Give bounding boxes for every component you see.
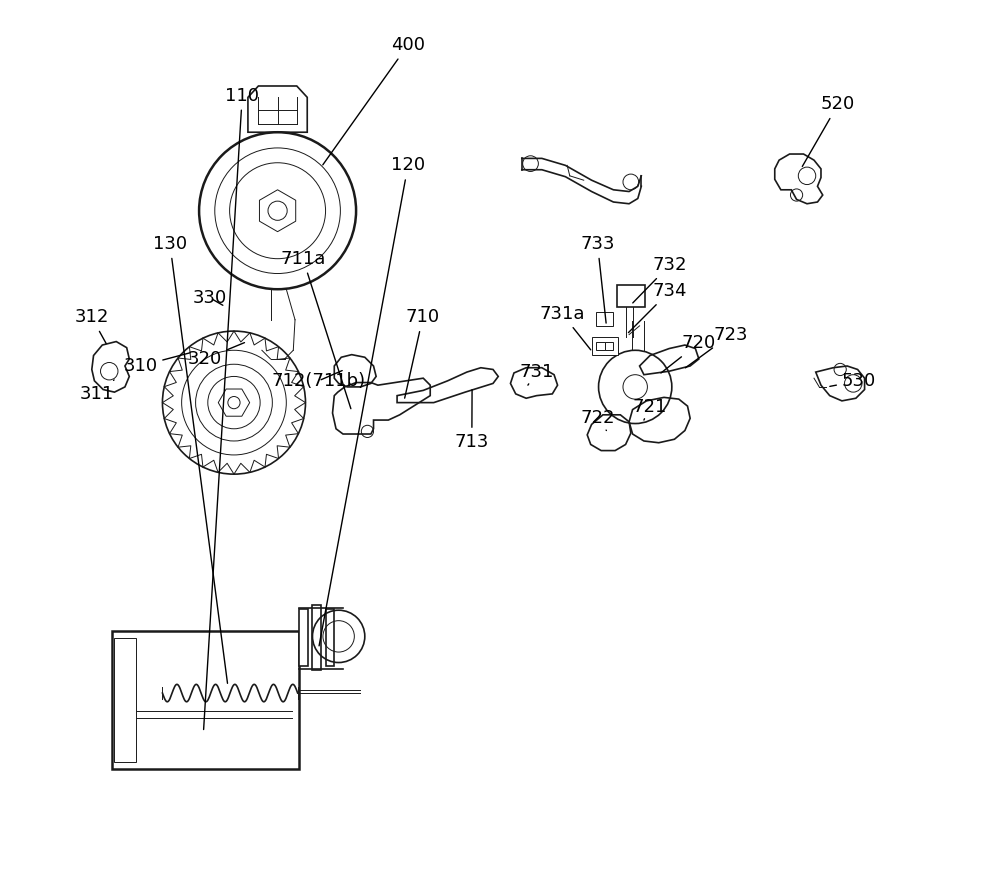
Text: 520: 520 (802, 95, 855, 166)
Text: 731a: 731a (539, 304, 591, 350)
Bar (114, 638, 136, 762)
Text: 721: 721 (633, 398, 667, 420)
Bar (596, 341, 605, 350)
Text: 330: 330 (193, 289, 227, 307)
Text: 400: 400 (323, 36, 425, 164)
Text: 711a: 711a (280, 249, 351, 409)
Text: 722: 722 (580, 410, 615, 430)
Text: 110: 110 (204, 87, 259, 730)
Text: 320: 320 (188, 343, 244, 368)
Text: 731: 731 (519, 363, 554, 385)
Text: 130: 130 (153, 234, 228, 683)
Bar (299, 609, 308, 666)
Text: 120: 120 (319, 157, 425, 646)
Bar (112, 631, 299, 769)
Text: 311: 311 (80, 380, 114, 402)
Text: 713: 713 (455, 389, 489, 451)
Bar (596, 312, 613, 326)
Text: 710: 710 (405, 308, 440, 398)
Text: 732: 732 (633, 255, 687, 303)
Text: 530: 530 (830, 372, 876, 389)
Text: 720: 720 (661, 334, 716, 373)
Text: 712(711b): 712(711b) (271, 371, 366, 389)
Text: 733: 733 (580, 234, 615, 323)
Bar (605, 341, 613, 350)
Text: 312: 312 (74, 308, 109, 344)
Bar (312, 605, 321, 670)
Text: 723: 723 (685, 326, 748, 368)
Text: 310: 310 (123, 353, 190, 375)
Bar (617, 285, 645, 306)
Bar (326, 609, 334, 666)
Bar (592, 337, 618, 354)
Text: 734: 734 (628, 282, 687, 332)
